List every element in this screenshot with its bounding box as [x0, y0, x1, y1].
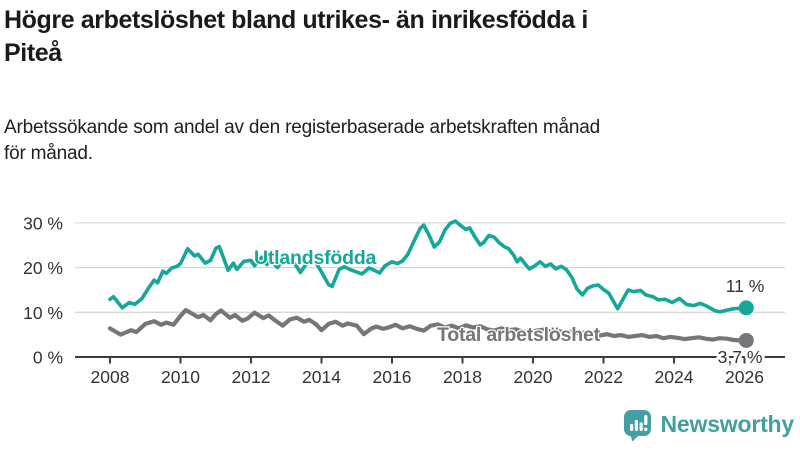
- brand-name: Newsworthy: [660, 411, 795, 437]
- series-line-utlandsf-dda: [108, 219, 749, 314]
- y-tick-label: 0 %: [33, 348, 63, 368]
- bar-chart-speech-bubble-icon: [623, 410, 651, 442]
- page-title-line2: Piteå: [4, 39, 62, 67]
- page-subtitle: Arbetssökande som andel av den registerb…: [4, 115, 796, 167]
- brand-footer: Newsworthy: [621, 407, 794, 442]
- x-tick-label: 2020: [514, 367, 553, 387]
- page-title-line1: Högre arbetslöshet bland utrikes- än inr…: [4, 6, 588, 34]
- x-tick-label: 2008: [91, 367, 130, 387]
- y-tick-label: 30 %: [23, 213, 63, 233]
- y-tick-label: 20 %: [23, 258, 63, 278]
- x-tick-label: 2014: [302, 367, 341, 387]
- end-value-label-utlandsf-dda: 11 %: [726, 276, 765, 296]
- x-tick-label: 2024: [655, 367, 694, 387]
- series-label-total-arbetsl-shet: Total arbetslöshet: [437, 324, 601, 346]
- series-label-utlandsf-dda: Utlandsfödda: [254, 247, 377, 269]
- y-axis-labels: 0 % 10 % 20 % 30 %: [23, 213, 63, 367]
- page-subtitle-line2: för månad.: [4, 143, 93, 164]
- x-tick-label: 2016: [373, 367, 412, 387]
- end-value-label-total-arbetsl-shet: 3,7 %: [718, 347, 763, 367]
- x-tick-label: 2018: [443, 367, 482, 387]
- series-line-total-arbetsl-shet: [107, 308, 749, 343]
- x-tick-label: 2026: [725, 367, 764, 387]
- page-subtitle-line1: Arbetssökande som andel av den registerb…: [4, 117, 601, 138]
- y-tick-label: 10 %: [23, 303, 63, 323]
- series-end-dot-total-arbetsl-shet: [738, 332, 754, 348]
- x-tick-label: 2010: [161, 367, 200, 387]
- x-tick-label: 2022: [584, 367, 623, 387]
- page-title: Högre arbetslöshet bland utrikes- än inr…: [4, 4, 796, 70]
- x-tick-label: 2012: [232, 367, 271, 387]
- series-end-dot-utlandsf-dda: [738, 300, 754, 316]
- x-axis-ticks: 2008 2010 2012 2014 2016 2018 2020 2022 2024 2026: [91, 357, 764, 387]
